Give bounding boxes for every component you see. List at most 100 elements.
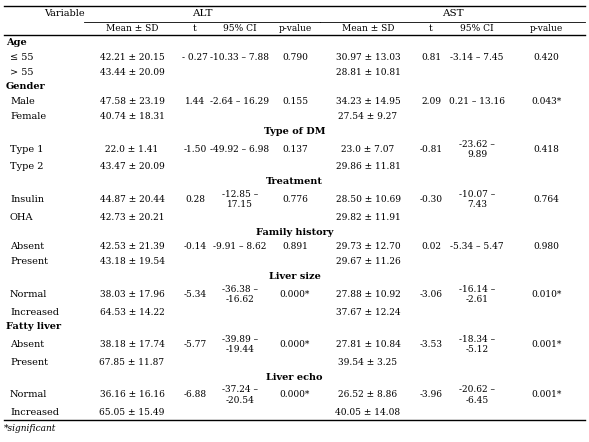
Text: 26.52 ± 8.86: 26.52 ± 8.86: [339, 390, 398, 400]
Text: -6.88: -6.88: [183, 390, 207, 400]
Text: 38.18 ± 17.74: 38.18 ± 17.74: [100, 340, 164, 349]
Text: Gender: Gender: [6, 83, 46, 91]
Text: ALT: ALT: [192, 9, 212, 19]
Text: 47.58 ± 23.19: 47.58 ± 23.19: [100, 97, 164, 107]
Text: Increased: Increased: [10, 408, 59, 417]
Text: -5.34: -5.34: [183, 290, 207, 299]
Text: 29.82 ± 11.91: 29.82 ± 11.91: [336, 213, 401, 222]
Text: 1.44: 1.44: [185, 97, 205, 107]
Text: -3.06: -3.06: [419, 290, 442, 299]
Text: ≤ 55: ≤ 55: [10, 53, 34, 62]
Text: Absent: Absent: [10, 242, 44, 251]
Text: 0.776: 0.776: [282, 195, 308, 204]
Text: 0.043*: 0.043*: [531, 97, 562, 107]
Text: -49.92 – 6.98: -49.92 – 6.98: [210, 145, 270, 154]
Text: 28.81 ± 10.81: 28.81 ± 10.81: [336, 68, 401, 76]
Text: 0.21 – 13.16: 0.21 – 13.16: [449, 97, 505, 107]
Text: Present: Present: [10, 358, 48, 367]
Text: 28.50 ± 10.69: 28.50 ± 10.69: [336, 195, 401, 204]
Text: 38.03 ± 17.96: 38.03 ± 17.96: [100, 290, 164, 299]
Text: *significant: *significant: [4, 424, 57, 434]
Text: p-value: p-value: [279, 24, 312, 33]
Text: 37.67 ± 12.24: 37.67 ± 12.24: [336, 308, 401, 316]
Text: AST: AST: [442, 9, 464, 19]
Text: 43.47 ± 20.09: 43.47 ± 20.09: [100, 163, 164, 171]
Text: Type 2: Type 2: [10, 163, 44, 171]
Text: 0.000*: 0.000*: [280, 390, 310, 400]
Text: -23.62 –
9.89: -23.62 – 9.89: [459, 140, 495, 159]
Text: 27.54 ± 9.27: 27.54 ± 9.27: [339, 112, 398, 121]
Text: -12.85 –
17.15: -12.85 – 17.15: [222, 190, 258, 209]
Text: -10.07 –
7.43: -10.07 – 7.43: [459, 190, 495, 209]
Text: -18.34 –
-5.12: -18.34 – -5.12: [459, 335, 495, 354]
Text: 42.53 ± 21.39: 42.53 ± 21.39: [100, 242, 164, 251]
Text: -1.50: -1.50: [183, 145, 207, 154]
Text: 39.54 ± 3.25: 39.54 ± 3.25: [339, 358, 398, 367]
Text: Liver size: Liver size: [269, 272, 320, 281]
Text: 0.137: 0.137: [282, 145, 308, 154]
Text: -36.38 –
-16.62: -36.38 – -16.62: [222, 285, 258, 304]
Text: - 0.27: - 0.27: [182, 53, 208, 62]
Text: -2.64 – 16.29: -2.64 – 16.29: [210, 97, 270, 107]
Text: -9.91 – 8.62: -9.91 – 8.62: [213, 242, 267, 251]
Text: Treatment: Treatment: [266, 177, 323, 186]
Text: Insulin: Insulin: [10, 195, 44, 204]
Text: 29.73 ± 12.70: 29.73 ± 12.70: [336, 242, 401, 251]
Text: 0.28: 0.28: [185, 195, 205, 204]
Text: 0.02: 0.02: [421, 242, 441, 251]
Text: 0.891: 0.891: [282, 242, 308, 251]
Text: 0.790: 0.790: [282, 53, 308, 62]
Text: 0.155: 0.155: [282, 97, 308, 107]
Text: 0.420: 0.420: [534, 53, 560, 62]
Text: Normal: Normal: [10, 290, 47, 299]
Text: -5.77: -5.77: [183, 340, 207, 349]
Text: Present: Present: [10, 257, 48, 266]
Text: 43.18 ± 19.54: 43.18 ± 19.54: [100, 257, 164, 266]
Text: Mean ± SD: Mean ± SD: [106, 24, 158, 33]
Text: 29.86 ± 11.81: 29.86 ± 11.81: [336, 163, 401, 171]
Text: 95% CI: 95% CI: [460, 24, 494, 33]
Text: Mean ± SD: Mean ± SD: [342, 24, 394, 33]
Text: Variable: Variable: [44, 9, 85, 19]
Text: Fatty liver: Fatty liver: [6, 322, 61, 332]
Text: 44.87 ± 20.44: 44.87 ± 20.44: [100, 195, 164, 204]
Text: 30.97 ± 13.03: 30.97 ± 13.03: [336, 53, 401, 62]
Text: 43.44 ± 20.09: 43.44 ± 20.09: [100, 68, 164, 76]
Text: t: t: [429, 24, 433, 33]
Text: 0.000*: 0.000*: [280, 340, 310, 349]
Text: OHA: OHA: [10, 213, 34, 222]
Text: 40.74 ± 18.31: 40.74 ± 18.31: [100, 112, 164, 121]
Text: 22.0 ± 1.41: 22.0 ± 1.41: [105, 145, 158, 154]
Text: 0.001*: 0.001*: [531, 340, 562, 349]
Text: 0.010*: 0.010*: [531, 290, 562, 299]
Text: 27.88 ± 10.92: 27.88 ± 10.92: [336, 290, 401, 299]
Text: Absent: Absent: [10, 340, 44, 349]
Text: -37.24 –
-20.54: -37.24 – -20.54: [222, 385, 258, 404]
Text: 23.0 ± 7.07: 23.0 ± 7.07: [342, 145, 395, 154]
Text: 36.16 ± 16.16: 36.16 ± 16.16: [100, 390, 164, 400]
Text: -0.30: -0.30: [419, 195, 442, 204]
Text: 27.81 ± 10.84: 27.81 ± 10.84: [336, 340, 401, 349]
Text: -0.81: -0.81: [419, 145, 442, 154]
Text: 0.001*: 0.001*: [531, 390, 562, 400]
Text: 0.418: 0.418: [534, 145, 560, 154]
Text: Male: Male: [10, 97, 35, 107]
Text: Type of DM: Type of DM: [264, 127, 325, 136]
Text: 42.21 ± 20.15: 42.21 ± 20.15: [100, 53, 164, 62]
Text: 0.000*: 0.000*: [280, 290, 310, 299]
Text: 29.67 ± 11.26: 29.67 ± 11.26: [336, 257, 401, 266]
Text: t: t: [193, 24, 197, 33]
Text: -16.14 –
-2.61: -16.14 – -2.61: [459, 285, 495, 304]
Text: -5.34 – 5.47: -5.34 – 5.47: [450, 242, 504, 251]
Text: -3.96: -3.96: [419, 390, 442, 400]
Text: 67.85 ± 11.87: 67.85 ± 11.87: [100, 358, 164, 367]
Text: 34.23 ± 14.95: 34.23 ± 14.95: [336, 97, 401, 107]
Text: 2.09: 2.09: [421, 97, 441, 107]
Text: Increased: Increased: [10, 308, 59, 316]
Text: p-value: p-value: [530, 24, 563, 33]
Text: 65.05 ± 15.49: 65.05 ± 15.49: [100, 408, 165, 417]
Text: Normal: Normal: [10, 390, 47, 400]
Text: -10.33 – 7.88: -10.33 – 7.88: [210, 53, 270, 62]
Text: Female: Female: [10, 112, 46, 121]
Text: -20.62 –
-6.45: -20.62 – -6.45: [459, 385, 495, 404]
